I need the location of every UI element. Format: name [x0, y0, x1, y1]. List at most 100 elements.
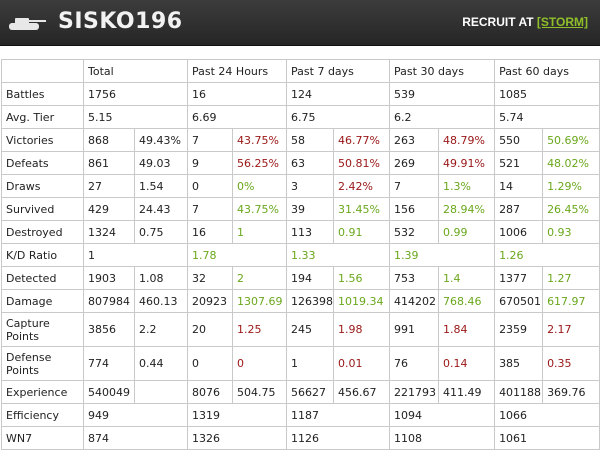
value-cell: 540049: [83, 380, 135, 404]
value-cell: 221793: [389, 380, 440, 404]
row-label: K/D Ratio: [1, 243, 84, 267]
rate-cell: 1.08: [133, 266, 189, 290]
table-row: Damage 807984 460.13 20923 1307.69 126398 1019…: [1, 289, 600, 313]
row-label: Capture Points: [1, 312, 84, 347]
value-cell: 1: [82, 243, 189, 267]
row-label: Damage: [1, 289, 84, 313]
rate-cell: 1: [232, 220, 288, 244]
header-row: Total Past 24 Hours Past 7 days Past 30 day…: [1, 59, 600, 83]
rate-cell: 0%: [232, 174, 288, 198]
rate-cell: 1.29%: [542, 174, 600, 198]
row-label: Battles: [1, 82, 84, 106]
value-cell: 774: [83, 346, 135, 381]
value-cell: 1.26: [494, 243, 600, 267]
value-cell: 0: [187, 346, 234, 381]
value-cell: 1006: [494, 220, 544, 244]
row-label: Destroyed: [1, 220, 84, 244]
column-header: Past 7 days: [286, 59, 391, 83]
value-cell: 113: [286, 220, 335, 244]
value-cell: 550: [494, 128, 544, 152]
value-cell: 1319: [187, 403, 288, 427]
recruit-prefix: RECRUIT AT: [462, 15, 537, 29]
value-cell: 1756: [82, 82, 189, 106]
value-cell: 414202: [389, 289, 440, 313]
row-label: Survived: [1, 197, 84, 221]
value-cell: 6.75: [286, 105, 391, 129]
rate-cell: 1307.69: [232, 289, 288, 313]
rate-cell: 1.25: [232, 312, 288, 347]
value-cell: 1326: [187, 426, 288, 450]
value-cell: 670501: [494, 289, 544, 313]
value-cell: 6.69: [187, 105, 288, 129]
value-cell: 124: [286, 82, 391, 106]
rate-cell: 56.25%: [232, 151, 288, 175]
value-cell: 1066: [494, 403, 600, 427]
rate-cell: 48.02%: [542, 151, 600, 175]
row-label: Draws: [1, 174, 84, 198]
value-cell: 868: [83, 128, 135, 152]
rate-cell: 1.3%: [438, 174, 496, 198]
value-cell: 156: [389, 197, 440, 221]
value-cell: 126398: [286, 289, 335, 313]
value-cell: 1903: [83, 266, 135, 290]
table-row: WN7 874 1326 1126 1108 1061: [1, 426, 600, 450]
table-row: Efficiency 949 1319 1187 1094 1066: [1, 403, 600, 427]
column-header: Past 30 days: [389, 59, 496, 83]
value-cell: 1.39: [389, 243, 496, 267]
rate-cell: 48.79%: [438, 128, 496, 152]
value-cell: 20923: [187, 289, 234, 313]
row-label: Experience: [1, 380, 84, 404]
value-cell: 5.74: [494, 105, 600, 129]
row-label: Defense Points: [1, 346, 84, 381]
rate-cell: 1.27: [542, 266, 600, 290]
row-label: Defeats: [1, 151, 84, 175]
value-cell: 401188: [494, 380, 544, 404]
value-cell: 194: [286, 266, 335, 290]
table-row: Draws 27 1.54 0 0% 3 2.42% 7 1.3% 14 1.29%: [1, 174, 600, 198]
column-header: Total: [82, 59, 189, 83]
rate-cell: 0.14: [438, 346, 496, 381]
rate-cell: 50.69%: [542, 128, 600, 152]
corner-cell: [1, 59, 84, 83]
table-row: Defense Points 774 0.44 0 0 1 0.01 76 0.14 385 0.3…: [1, 346, 600, 381]
rate-cell: 2.42%: [333, 174, 391, 198]
rate-cell: 24.43: [133, 197, 189, 221]
rate-cell: 768.46: [438, 289, 496, 313]
table-row: Victories 868 49.43% 7 43.75% 58 46.77% 263 48.7…: [1, 128, 600, 152]
rate-cell: 0.91: [333, 220, 391, 244]
rate-cell: 0.44: [133, 346, 189, 381]
value-cell: 1094: [389, 403, 496, 427]
rate-cell: 0.35: [542, 346, 600, 381]
value-cell: 1.33: [286, 243, 391, 267]
table-row: Capture Points 3856 2.2 20 1.25 245 1.98 991 1.8…: [1, 312, 600, 347]
value-cell: 1085: [494, 82, 600, 106]
rate-cell: 1.54: [133, 174, 189, 198]
value-cell: 7: [187, 128, 234, 152]
row-label: Efficiency: [1, 403, 84, 427]
value-cell: 287: [494, 197, 544, 221]
value-cell: 429: [83, 197, 135, 221]
rate-cell: 46.77%: [333, 128, 391, 152]
rate-cell: 1.84: [438, 312, 496, 347]
rate-cell: 0.75: [133, 220, 189, 244]
rate-cell: 460.13: [133, 289, 189, 313]
row-label: Victories: [1, 128, 84, 152]
value-cell: 0: [187, 174, 234, 198]
stats-table: Total Past 24 Hours Past 7 days Past 30 day…: [1, 59, 600, 450]
value-cell: 3: [286, 174, 335, 198]
clan-link[interactable]: [STORM]: [536, 15, 588, 29]
rate-cell: 49.91%: [438, 151, 496, 175]
value-cell: 539: [389, 82, 496, 106]
rate-cell: 43.75%: [232, 128, 288, 152]
value-cell: 3856: [83, 312, 135, 347]
table-row: K/D Ratio 1 1.78 1.33 1.39 1.26: [1, 243, 600, 267]
rate-cell: 26.45%: [542, 197, 600, 221]
value-cell: 63: [286, 151, 335, 175]
value-cell: 861: [83, 151, 135, 175]
rate-cell: 369.76: [542, 380, 600, 404]
row-label: WN7: [1, 426, 84, 450]
value-cell: 263: [389, 128, 440, 152]
value-cell: 56627: [286, 380, 335, 404]
rate-cell: 0.01: [333, 346, 391, 381]
rate-cell: 2.2: [133, 312, 189, 347]
